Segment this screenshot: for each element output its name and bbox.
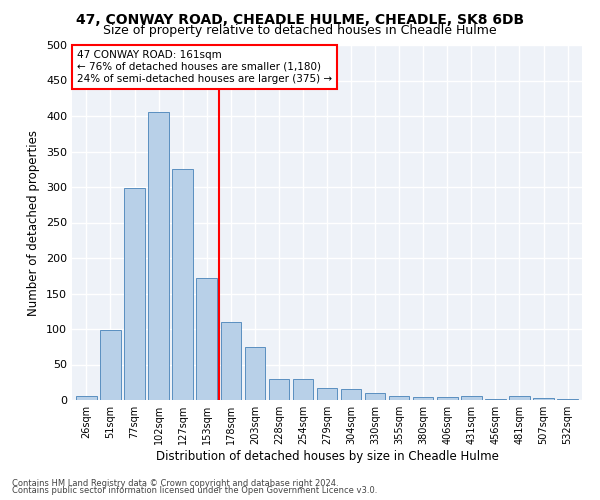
Bar [148, 112, 169, 400]
Text: 47 CONWAY ROAD: 161sqm
← 76% of detached houses are smaller (1,180)
24% of semi-: 47 CONWAY ROAD: 161sqm ← 76% of detached… [77, 50, 332, 84]
Y-axis label: Number of detached properties: Number of detached properties [28, 130, 40, 316]
Bar [124, 188, 145, 400]
Text: 47, CONWAY ROAD, CHEADLE HULME, CHEADLE, SK8 6DB: 47, CONWAY ROAD, CHEADLE HULME, CHEADLE,… [76, 12, 524, 26]
Text: Size of property relative to detached houses in Cheadle Hulme: Size of property relative to detached ho… [103, 24, 497, 37]
Bar [196, 278, 217, 400]
Bar [317, 388, 337, 400]
Bar [557, 398, 578, 400]
Bar [269, 378, 289, 400]
Bar [341, 390, 361, 400]
Bar [413, 397, 433, 400]
X-axis label: Distribution of detached houses by size in Cheadle Hulme: Distribution of detached houses by size … [155, 450, 499, 463]
Text: Contains public sector information licensed under the Open Government Licence v3: Contains public sector information licen… [12, 486, 377, 495]
Bar [461, 396, 482, 400]
Bar [245, 347, 265, 400]
Bar [293, 378, 313, 400]
Bar [172, 169, 193, 400]
Bar [437, 397, 458, 400]
Bar [76, 396, 97, 400]
Bar [533, 398, 554, 400]
Bar [389, 396, 409, 400]
Bar [100, 330, 121, 400]
Text: Contains HM Land Registry data © Crown copyright and database right 2024.: Contains HM Land Registry data © Crown c… [12, 478, 338, 488]
Bar [509, 396, 530, 400]
Bar [221, 322, 241, 400]
Bar [365, 393, 385, 400]
